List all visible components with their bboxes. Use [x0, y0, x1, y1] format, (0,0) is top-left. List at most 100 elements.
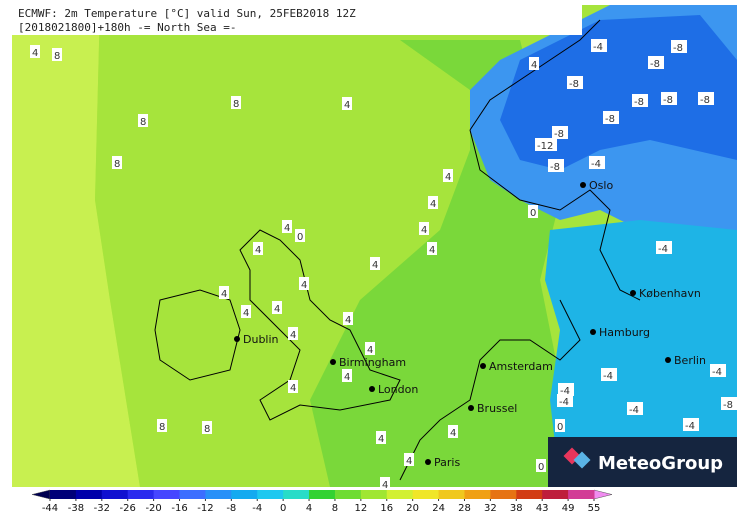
- contour-label: 0: [557, 422, 563, 433]
- contour-label: 4: [429, 245, 435, 256]
- contour-label-box: [552, 126, 568, 139]
- contour-label: -8: [634, 97, 644, 108]
- contour-label: -12: [537, 141, 553, 152]
- contour-label: -8: [550, 162, 560, 173]
- contour-label: -8: [554, 129, 564, 140]
- city-label: Paris: [434, 456, 460, 469]
- colorbar-segment: [309, 490, 336, 499]
- colorbar-segment: [438, 490, 465, 499]
- header-title: ECMWF: 2m Temperature [°C] valid Sun, 25…: [18, 7, 356, 20]
- contour-label-box: [202, 421, 212, 434]
- colorbar-tick-label: -38: [68, 503, 84, 514]
- colorbar-segment: [179, 490, 206, 499]
- contour-label: 8: [54, 51, 60, 62]
- colorbar-tick-label: 38: [510, 503, 523, 514]
- colorbar-segment: [412, 490, 440, 499]
- contour-label-box: [448, 425, 458, 438]
- colorbar-tick-label: -4: [252, 503, 262, 514]
- colorbar-segment: [153, 490, 181, 499]
- city-markers: Oslo København Hamburg Berlin Amsterdam Dubli…: [234, 179, 706, 469]
- colorbar-segment: [386, 490, 414, 499]
- contour-label: 4: [450, 428, 456, 439]
- contour-label: 4: [382, 480, 388, 491]
- colorbar: -44 -38 -32 -26 -20 -16 -12 -8 -4 0 4 8 12 16 20 24 28 32…: [31, 489, 613, 514]
- contour-label-box: [299, 277, 309, 290]
- colorbar-tick-label: -8: [226, 503, 236, 514]
- city-dot: [590, 329, 596, 335]
- contour-label-box: [721, 397, 737, 410]
- contour-label: 4: [372, 260, 378, 271]
- header-box: [12, 5, 582, 35]
- contour-label: 4: [290, 330, 296, 341]
- colorbar-tick-label: 24: [432, 503, 445, 514]
- colorbar-segment: [283, 490, 310, 499]
- colorbar-tick-label: 4: [306, 503, 312, 514]
- city-dot: [580, 182, 586, 188]
- contour-label-box: [343, 312, 353, 325]
- contour-label: 4: [406, 456, 412, 467]
- city-dot: [480, 363, 486, 369]
- contour-label-box: [535, 138, 557, 151]
- colorbar-segment: [257, 490, 284, 499]
- colorbar-tick-label: -12: [197, 503, 213, 514]
- city-dot: [234, 336, 240, 342]
- city-label: Brussel: [477, 402, 517, 415]
- colorbar-segment: [205, 490, 232, 499]
- contour-label: 0: [297, 232, 303, 243]
- contour-label: -8: [673, 43, 683, 54]
- contour-label: -8: [569, 79, 579, 90]
- contour-label: -8: [700, 95, 710, 106]
- contour-label-box: [342, 97, 352, 110]
- contour-label-box: [548, 159, 564, 172]
- contour-label: -4: [591, 159, 601, 170]
- colorbar-tick-label: 32: [484, 503, 497, 514]
- city-label: Birmingham: [339, 356, 406, 369]
- contour-label-box: [656, 241, 672, 254]
- contour-label-box: [648, 56, 664, 69]
- contour-label-box: [557, 394, 573, 407]
- contour-label-box: [567, 76, 583, 89]
- city-label: København: [639, 287, 701, 300]
- colorbar-arrow: [593, 489, 613, 500]
- contour-label-box: [380, 477, 390, 490]
- contour-label: 0: [538, 462, 544, 473]
- city-label: Hamburg: [599, 326, 650, 339]
- contour-label-box: [428, 196, 438, 209]
- header-subtitle: [2018021800]+180h -= North Sea =-: [18, 21, 237, 34]
- contour-label-box: [427, 242, 437, 255]
- colorbar-tick-label: 55: [588, 503, 601, 514]
- contour-label-box: [219, 286, 229, 299]
- colorbar-tick-label: 16: [380, 503, 393, 514]
- contour-label-box: [231, 96, 241, 109]
- contour-label-box: [295, 229, 305, 242]
- contour-label-box: [661, 92, 677, 105]
- colorbar-segment: [127, 490, 155, 499]
- city-label: London: [378, 383, 418, 396]
- contour-label: -8: [663, 95, 673, 106]
- contour-label: -8: [650, 59, 660, 70]
- colorbar-segment: [464, 490, 491, 499]
- contour-label-box: [443, 169, 453, 182]
- contour-label-box: [282, 220, 292, 233]
- contour-label: 8: [233, 99, 239, 110]
- contour-label: 4: [274, 304, 280, 315]
- contour-label: 8: [204, 424, 210, 435]
- contour-label-box: [558, 383, 574, 396]
- colorbar-tick-label: 20: [406, 503, 419, 514]
- city-label: Berlin: [674, 354, 706, 367]
- contour-label-box: [342, 369, 352, 382]
- colorbar-tick-label: -26: [120, 503, 136, 514]
- colorbar-tick-label: -20: [145, 503, 161, 514]
- colorbar-tick-label: 0: [280, 503, 286, 514]
- city-dot: [665, 357, 671, 363]
- colorbar-segment: [75, 490, 103, 499]
- colorbar-segment: [490, 490, 517, 499]
- contour-label: 4: [345, 315, 351, 326]
- contour-label: 8: [159, 422, 165, 433]
- contour-label: -4: [658, 244, 668, 255]
- contour-label: 8: [114, 159, 120, 170]
- colorbar-tick-label: -44: [42, 503, 58, 514]
- contour-label: -4: [629, 405, 639, 416]
- contour-label-box: [419, 222, 429, 235]
